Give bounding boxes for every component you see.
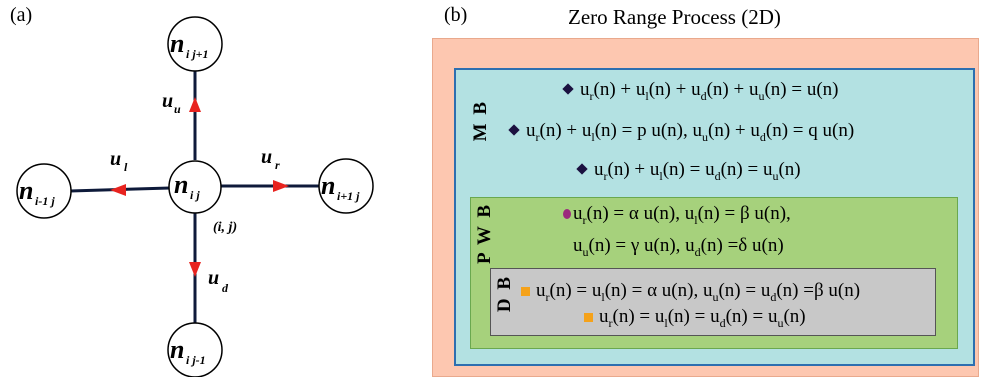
node-right: n i+1 j	[318, 158, 374, 214]
svg-text:u: u	[208, 267, 219, 289]
mb-eq-3: ur(n) + ul(n) = ud(n) = uu(n)	[576, 160, 801, 182]
svg-text:l: l	[124, 160, 128, 174]
pwb-eq-1: ur(n) = α u(n), ul(n) = β u(n),	[563, 204, 791, 226]
lattice-diagram: n i j+1 n i j-1 n i-1 j n i+1 j n i j u …	[16, 16, 374, 377]
diamond-bullet-icon	[508, 124, 520, 136]
arrow-left-icon	[110, 184, 126, 196]
panel-a-label: (a)	[10, 4, 33, 26]
node-bottom-main: n	[170, 335, 184, 364]
rate-up: u u	[162, 90, 181, 116]
svg-text:u: u	[162, 90, 173, 112]
mb-eq-1: ur(n) + ul(n) + ud(n) + uu(n) = u(n)	[562, 80, 839, 102]
mb-label: M B	[470, 100, 491, 142]
node-left: n i-1 j	[16, 163, 72, 219]
pwb-label: P W B	[474, 203, 495, 265]
node-left-main: n	[19, 176, 33, 205]
coordinate-label: (i, j)	[213, 220, 237, 235]
node-top-main: n	[170, 29, 184, 58]
arrow-down-icon	[189, 262, 201, 277]
node-top: n i j+1	[167, 16, 223, 72]
diamond-bullet-icon	[562, 83, 574, 95]
arrow-right-icon	[273, 180, 289, 192]
node-left-sub: i-1 j	[35, 194, 55, 208]
node-bottom-sub: i j-1	[186, 353, 206, 367]
node-right-sub: i+1 j	[337, 189, 360, 203]
node-top-sub: i j+1	[186, 47, 209, 61]
node-right-main: n	[321, 171, 335, 200]
db-eq-1: ur(n) = ul(n) = α u(n), uu(n) = ud(n) =β…	[521, 281, 860, 303]
node-bottom: n i j-1	[167, 322, 223, 377]
diamond-bullet-icon	[576, 163, 588, 175]
pwb-eq-2: uu(n) = γ u(n), ud(n) =δ u(n)	[573, 235, 784, 259]
node-center: n i j	[168, 160, 222, 214]
svg-text:u: u	[110, 148, 121, 170]
mb-eq-2: ur(n) + ul(n) = p u(n), uu(n) + ud(n) = …	[508, 121, 854, 143]
orange-square-bullet-icon	[521, 287, 530, 296]
rate-right: u r	[261, 146, 280, 172]
orange-square-bullet-icon	[584, 313, 593, 322]
arrow-up-icon	[189, 97, 201, 112]
panel-b-title: Zero Range Process (2D)	[568, 5, 781, 29]
purple-dot-bullet-icon	[563, 209, 571, 219]
db-box	[490, 268, 936, 336]
svg-text:r: r	[275, 158, 280, 172]
svg-text:u: u	[261, 146, 272, 168]
db-label: D B	[494, 275, 515, 313]
svg-text:u: u	[174, 102, 181, 116]
rate-down: u d	[208, 267, 229, 295]
rate-left: u l	[110, 148, 128, 174]
node-center-sub: i j	[190, 188, 200, 202]
node-center-main: n	[174, 170, 188, 199]
db-eq-2: ur(n) = ul(n) = ud(n) = uu(n)	[584, 307, 806, 329]
panel-b-label: (b)	[444, 4, 468, 26]
svg-text:d: d	[222, 281, 229, 295]
